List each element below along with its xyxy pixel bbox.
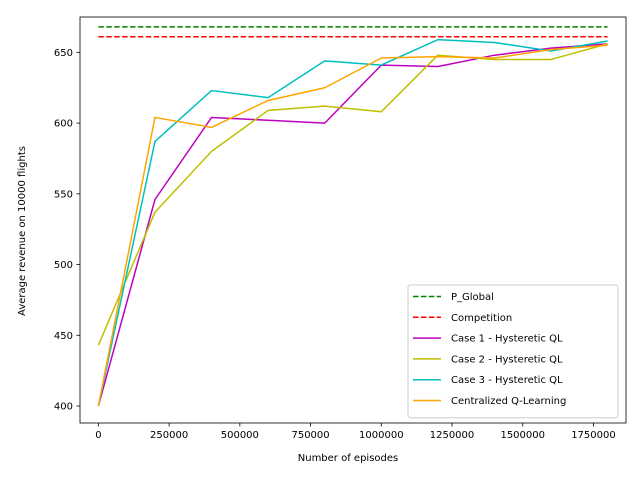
x-tick-label: 250000 <box>150 430 188 441</box>
y-tick-label: 550 <box>54 189 73 200</box>
series-line-5 <box>97 38 608 407</box>
series-line-4 <box>97 43 608 346</box>
legend-label-4: Case 2 - Hysteretic QL <box>451 354 563 365</box>
series-line-6 <box>97 44 608 407</box>
x-tick-label: 1750000 <box>571 430 616 441</box>
plot-area <box>97 26 608 407</box>
y-tick-label: 450 <box>54 331 73 342</box>
x-tick-label: 750000 <box>291 430 329 441</box>
axes: 0 250000 500000 750000 1000000 1250000 1500000… <box>54 16 627 441</box>
y-tick-label: 500 <box>54 260 73 271</box>
legend-label-6: Centralized Q-Learning <box>451 396 566 407</box>
y-tick-label: 650 <box>54 48 73 59</box>
x-tick-label: 1250000 <box>430 430 475 441</box>
x-axis-label: Number of episodes <box>298 453 398 464</box>
x-tick-label: 500000 <box>221 430 259 441</box>
legend: P_Global Competition Case 1 - Hysteretic Q… <box>407 284 619 419</box>
legend-box <box>407 284 619 419</box>
series-line-3 <box>97 43 608 407</box>
axes-frame <box>79 16 627 424</box>
legend-label-3: Case 1 - Hysteretic QL <box>451 334 563 345</box>
x-tick-label: 1000000 <box>359 430 404 441</box>
x-tick-label: 0 <box>95 430 101 441</box>
y-tick-label: 600 <box>54 119 73 130</box>
legend-label-5: Case 3 - Hysteretic QL <box>451 375 563 386</box>
x-tick-label: 1500000 <box>500 430 545 441</box>
y-axis-label: Average revenue on 10000 flights <box>17 146 28 316</box>
legend-label-1: P_Global <box>451 292 494 303</box>
legend-label-2: Competition <box>451 313 512 324</box>
y-tick-label: 400 <box>54 402 73 413</box>
